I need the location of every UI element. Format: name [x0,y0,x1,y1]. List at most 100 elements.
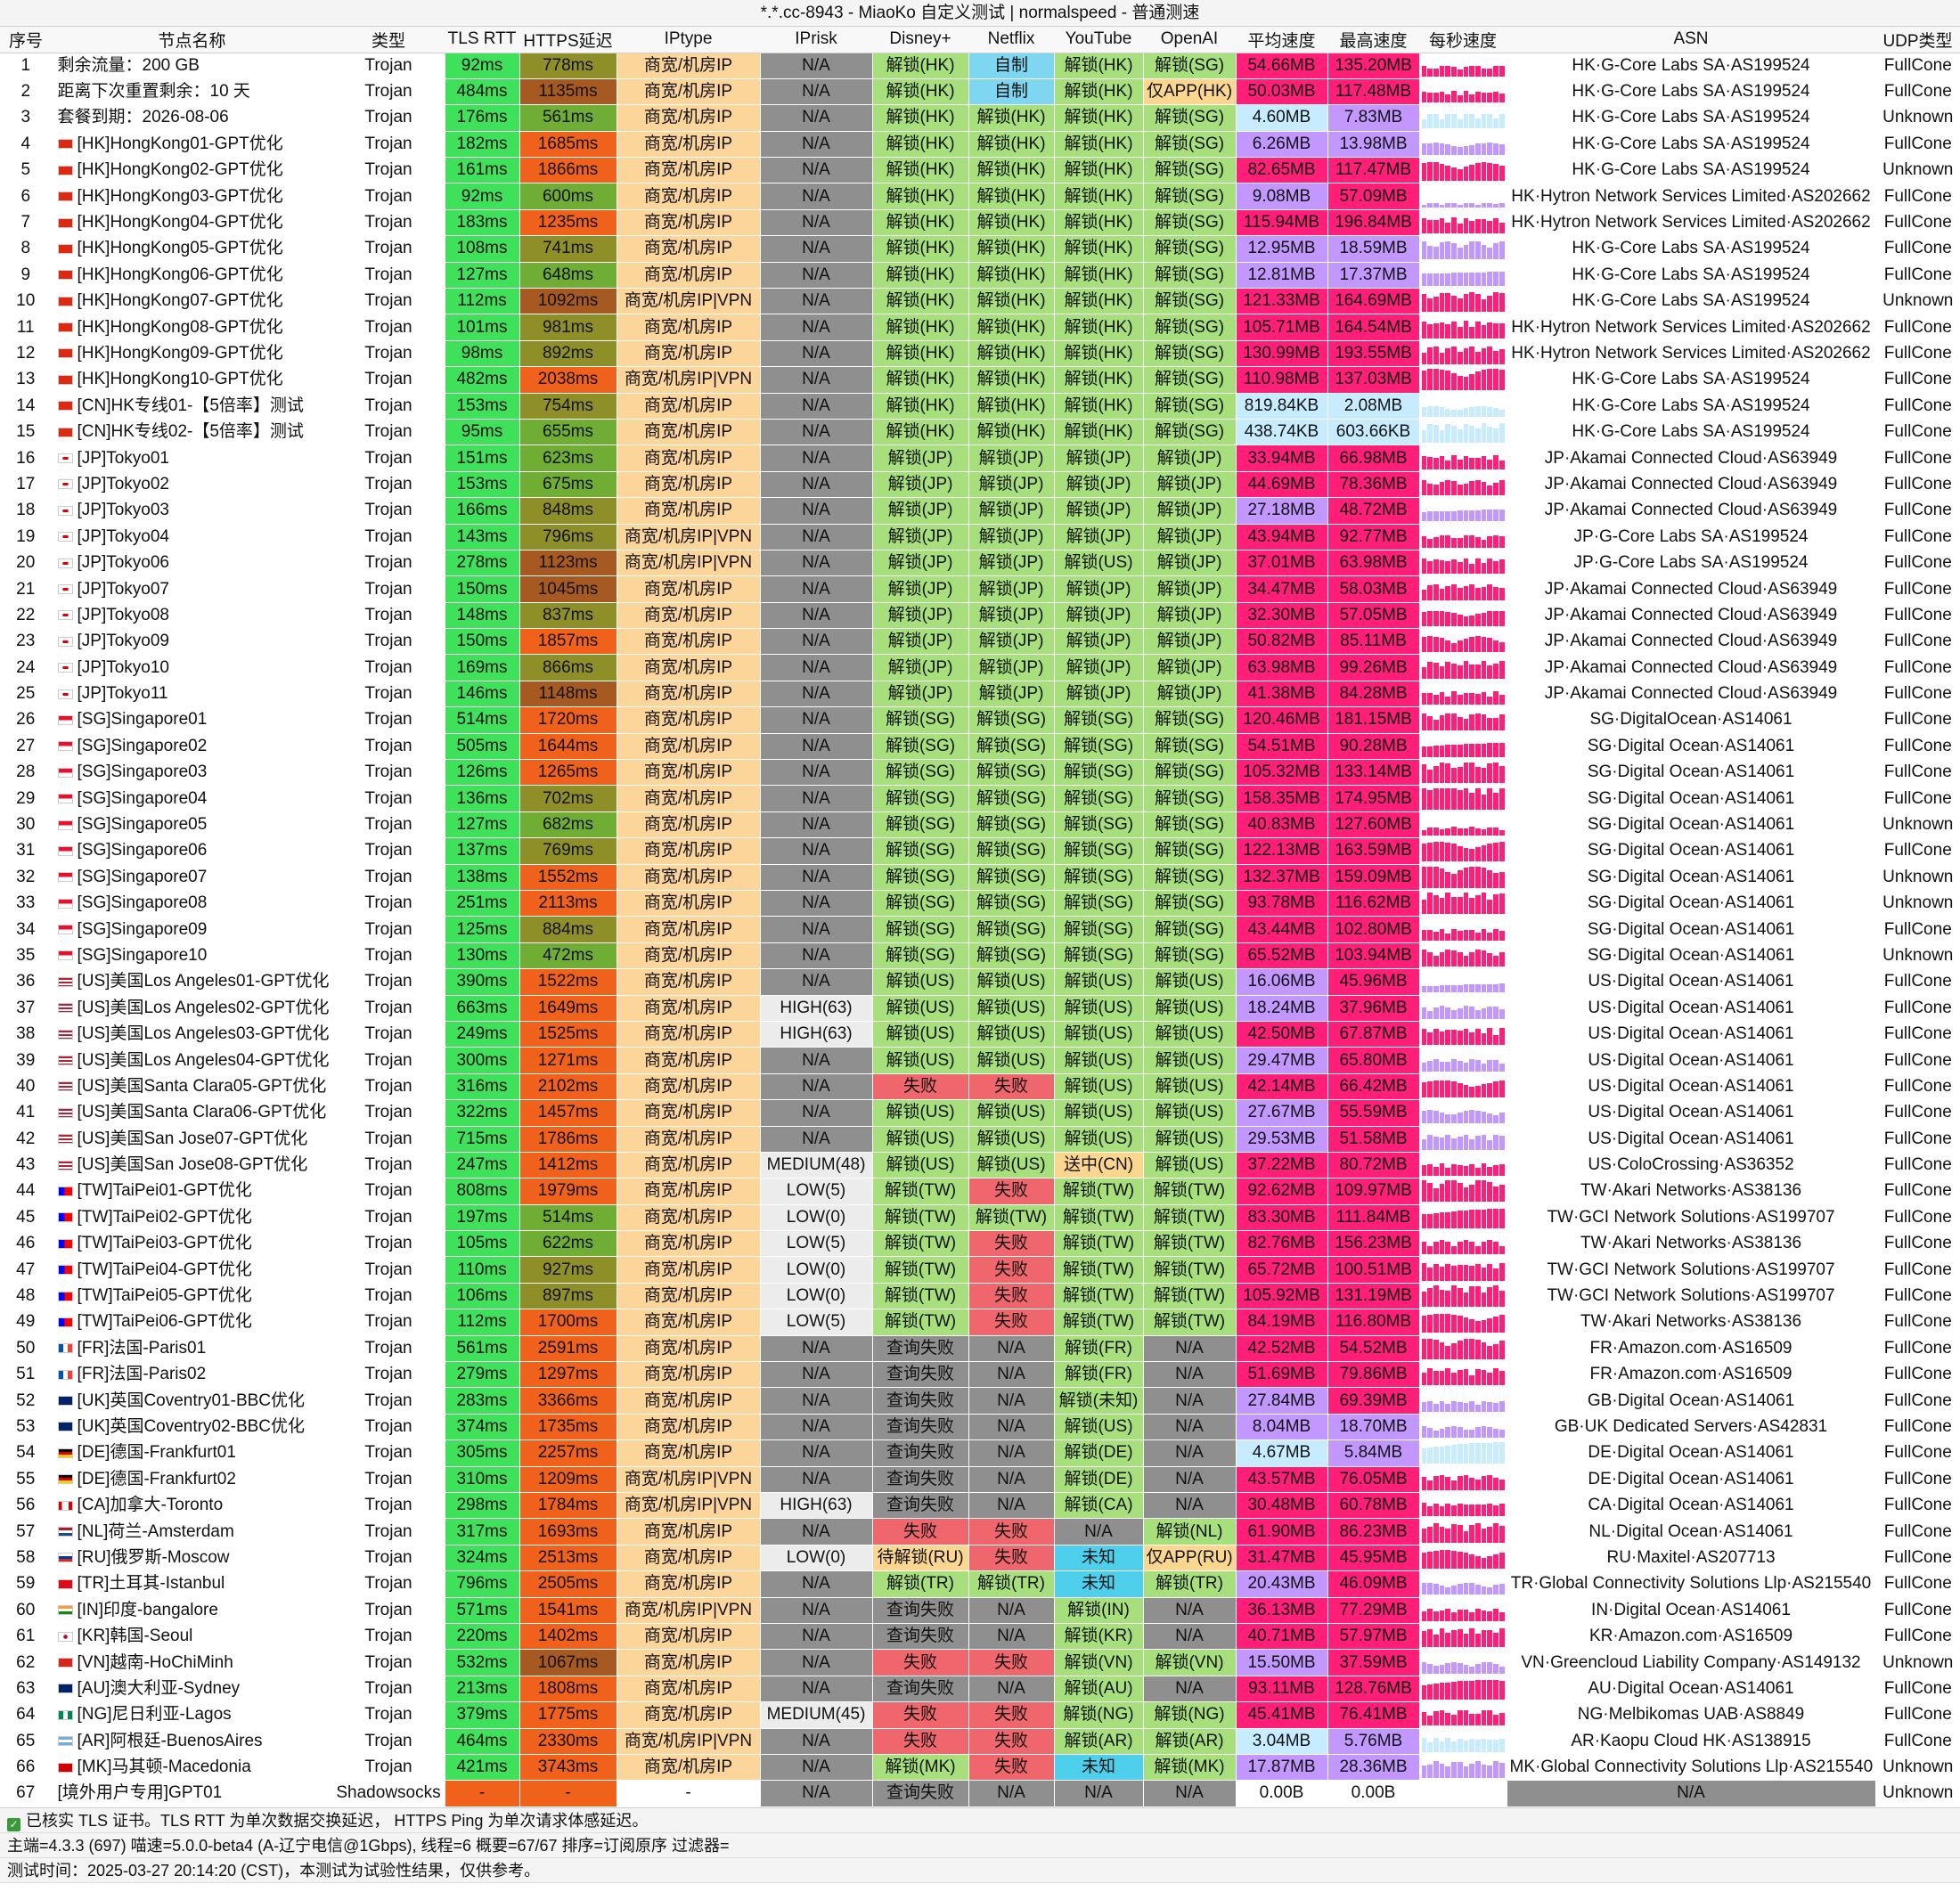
table-row[interactable]: 40 [US]美国Santa Clara05-GPT优化 Trojan 316ms 21… [0,1073,1960,1101]
column-header[interactable]: Disney+ [872,27,968,53]
table-row[interactable]: 44 [TW]TaiPei01-GPT优化 Trojan 808ms 1979ms 商宽/… [0,1178,1960,1205]
ip-type-text: 商宽/机房IP [643,763,733,782]
table-row[interactable]: 6 [HK]HongKong03-GPT优化 Trojan 92ms 600ms 商宽/机… [0,183,1960,210]
table-row[interactable]: 26 [SG]Singapore01 Trojan 514ms 1720ms 商宽/机房I… [0,706,1960,734]
table-row[interactable]: 48 [TW]TaiPei05-GPT优化 Trojan 106ms 897ms 商宽/机… [0,1283,1960,1310]
table-row[interactable]: 36 [US]美国Los Angeles01-GPT优化 Trojan 390ms 15… [0,968,1960,996]
table-row[interactable]: 66 [MK]马其顿-Macedonia Trojan 421ms 3743ms 商宽/机… [0,1754,1960,1782]
table-row[interactable]: 55 [DE]德国-Frankfurt02 Trojan 310ms 1209ms 商宽/… [0,1466,1960,1493]
table-row[interactable]: 22 [JP]Tokyo08 Trojan 148ms 837ms 商宽/机房IP N/A 解… [0,602,1960,630]
column-header[interactable]: 最高速度 [1327,27,1419,53]
netflix-status: 失败 [968,1701,1055,1729]
column-header[interactable]: UDP类型 [1875,27,1960,53]
table-row[interactable]: 33 [SG]Singapore08 Trojan 251ms 2113ms 商宽/机房I… [0,890,1960,917]
table-row[interactable]: 65 [AR]阿根廷-BuenosAires Trojan 464ms 2330ms 商宽… [0,1728,1960,1755]
table-row[interactable]: 17 [JP]Tokyo02 Trojan 153ms 675ms 商宽/机房IP N/A 解… [0,471,1960,499]
openai-status: 解锁(SG) [1143,393,1237,420]
speed-bar [1474,428,1481,444]
table-row[interactable]: 2 距离下次重置剩余：10 天 Trojan 484ms 1135ms 商宽/机房IP N/… [0,78,1960,106]
table-row[interactable]: 20 [JP]Tokyo06 Trojan 278ms 1123ms 商宽/机房IP|VP… [0,550,1960,577]
table-row[interactable]: 12 [HK]HongKong09-GPT优化 Trojan 98ms 892ms 商宽/… [0,340,1960,368]
table-row[interactable]: 34 [SG]Singapore09 Trojan 125ms 884ms 商宽/机房IP… [0,916,1960,943]
table-row[interactable]: 45 [TW]TaiPei02-GPT优化 Trojan 197ms 514ms 商宽/机… [0,1204,1960,1232]
table-row[interactable]: 58 [RU]俄罗斯-Moscow Trojan 324ms 2513ms 商宽/机房IP… [0,1545,1960,1572]
table-row[interactable]: 32 [SG]Singapore07 Trojan 138ms 1552ms 商宽/机房I… [0,864,1960,892]
table-row[interactable]: 46 [TW]TaiPei03-GPT优化 Trojan 105ms 622ms 商宽/机… [0,1230,1960,1258]
table-row[interactable]: 5 [HK]HongKong02-GPT优化 Trojan 161ms 1866ms 商宽… [0,157,1960,184]
table-row[interactable]: 15 [CN]HK专线02-【5倍率】测试 Trojan 95ms 655ms 商宽/机房… [0,419,1960,446]
table-row[interactable]: 10 [HK]HongKong07-GPT优化 Trojan 112ms 1092ms 商… [0,288,1960,315]
speed-bar [1469,984,1474,993]
node-name-text: [HK]HongKong05-GPT优化 [77,239,283,258]
table-row[interactable]: 47 [TW]TaiPei04-GPT优化 Trojan 110ms 927ms 商宽/机… [0,1256,1960,1284]
column-header[interactable]: HTTPS延迟 [519,27,617,53]
table-row[interactable]: 62 [VN]越南-HoChiMinh Trojan 532ms 1067ms 商宽/机房… [0,1649,1960,1676]
table-row[interactable]: 29 [SG]Singapore04 Trojan 136ms 702ms 商宽/机房IP… [0,785,1960,812]
speed-bar [1487,696,1493,705]
column-header[interactable]: 平均速度 [1236,27,1327,53]
table-row[interactable]: 54 [DE]德国-Frankfurt01 Trojan 305ms 2257ms 商宽/… [0,1439,1960,1467]
table-row[interactable]: 18 [JP]Tokyo03 Trojan 166ms 848ms 商宽/机房IP N/A 解… [0,497,1960,525]
table-row[interactable]: 41 [US]美国Santa Clara06-GPT优化 Trojan 322ms 14… [0,1099,1960,1127]
table-row[interactable]: 42 [US]美国San Jose07-GPT优化 Trojan 715ms 1786m… [0,1126,1960,1153]
table-row[interactable]: 30 [SG]Singapore05 Trojan 127ms 682ms 商宽/机房IP… [0,811,1960,839]
table-row[interactable]: 16 [JP]Tokyo01 Trojan 151ms 623ms 商宽/机房IP N/A 解… [0,444,1960,472]
table-row[interactable]: 8 [HK]HongKong05-GPT优化 Trojan 108ms 741ms 商宽/… [0,235,1960,263]
column-header[interactable]: TLS RTT [445,27,519,53]
column-header[interactable]: OpenAI [1143,27,1236,53]
table-row[interactable]: 35 [SG]Singapore10 Trojan 130ms 472ms 商宽/机房IP… [0,942,1960,970]
table-row[interactable]: 64 [NG]尼日利亚-Lagos Trojan 379ms 1775ms 商宽/机房IP… [0,1701,1960,1729]
table-row[interactable]: 23 [JP]Tokyo09 Trojan 150ms 1857ms 商宽/机房IP N/A… [0,628,1960,656]
table-row[interactable]: 67 [境外用户专用]GPT01 Shadowsocks - - - N/A 查询失败 N/A N… [0,1780,1960,1807]
table-row[interactable]: 7 [HK]HongKong04-GPT优化 Trojan 183ms 1235ms 商宽… [0,209,1960,237]
speed-bar [1445,1586,1451,1595]
table-row[interactable]: 24 [JP]Tokyo10 Trojan 169ms 866ms 商宽/机房IP N/A 解… [0,654,1960,681]
table-row[interactable]: 4 [HK]HongKong01-GPT优化 Trojan 182ms 1685ms 商宽… [0,131,1960,159]
column-header[interactable]: YouTube [1054,27,1143,53]
table-row[interactable]: 50 [FR]法国-Paris01 Trojan 561ms 2591ms 商宽/机房IP… [0,1335,1960,1363]
table-row[interactable]: 28 [SG]Singapore03 Trojan 126ms 1265ms 商宽/机房I… [0,759,1960,787]
row-index: 55 [0,1466,53,1493]
column-header[interactable]: IPrisk [760,27,872,53]
table-row[interactable]: 63 [AU]澳大利亚-Sydney Trojan 213ms 1808ms 商宽/机房I… [0,1676,1960,1703]
table-row[interactable]: 1 剩余流量：200 GB Trojan 92ms 778ms 商宽/机房IP N/A 解锁(… [0,53,1960,79]
speed-bar [1487,203,1493,208]
table-row[interactable]: 43 [US]美国San Jose08-GPT优化 Trojan 247ms 1412m… [0,1152,1960,1179]
table-row[interactable]: 49 [TW]TaiPei06-GPT优化 Trojan 112ms 1700ms 商宽/… [0,1309,1960,1336]
table-row[interactable]: 53 [UK]英国Coventry02-BBC优化 Trojan 374ms 1735m… [0,1414,1960,1441]
column-header[interactable]: 序号 [0,27,52,53]
table-row[interactable]: 56 [CA]加拿大-Toronto Trojan 298ms 1784ms 商宽/机房I… [0,1492,1960,1520]
column-header[interactable]: 每秒速度 [1419,27,1507,53]
column-header[interactable]: ASN [1507,27,1875,53]
table-row[interactable]: 38 [US]美国Los Angeles03-GPT优化 Trojan 249ms 15… [0,1021,1960,1048]
table-row[interactable]: 27 [SG]Singapore02 Trojan 505ms 1644ms 商宽/机房I… [0,733,1960,761]
table-row[interactable]: 21 [JP]Tokyo07 Trojan 150ms 1045ms 商宽/机房IP N/A… [0,575,1960,603]
table-row[interactable]: 13 [HK]HongKong10-GPT优化 Trojan 482ms 2038ms 商… [0,366,1960,394]
table-row[interactable]: 39 [US]美国Los Angeles04-GPT优化 Trojan 300ms 12… [0,1047,1960,1074]
column-header[interactable]: Netflix [968,27,1054,53]
table-row[interactable]: 19 [JP]Tokyo04 Trojan 143ms 796ms 商宽/机房IP|VPN… [0,524,1960,550]
table-row[interactable]: 31 [SG]Singapore06 Trojan 137ms 769ms 商宽/机房IP… [0,837,1960,865]
table-row[interactable]: 51 [FR]法国-Paris02 Trojan 279ms 1297ms 商宽/机房IP… [0,1361,1960,1389]
table-row[interactable]: 25 [JP]Tokyo11 Trojan 146ms 1148ms 商宽/机房IP N/A… [0,681,1960,708]
node-type: Trojan [332,1754,445,1782]
table-row[interactable]: 14 [CN]HK专线01-【5倍率】测试 Trojan 153ms 754ms 商宽/机… [0,393,1960,420]
table-row[interactable]: 57 [NL]荷兰-Amsterdam Trojan 317ms 1693ms 商宽/机房… [0,1518,1960,1545]
table-row[interactable]: 9 [HK]HongKong06-GPT优化 Trojan 127ms 648ms 商宽/… [0,262,1960,290]
disney-status-text: 查询失败 [886,1338,954,1358]
table-row[interactable]: 11 [HK]HongKong08-GPT优化 Trojan 101ms 981ms 商宽… [0,314,1960,341]
column-header[interactable]: 类型 [332,27,445,53]
table-row[interactable]: 3 套餐到期：2026-08-06 Trojan 176ms 561ms 商宽/机房IP N… [0,104,1960,132]
node-name-text: [SG]Singapore10 [77,945,208,965]
table-row[interactable]: 61 [KR]韩国-Seoul Trojan 220ms 1402ms 商宽/机房IP N/… [0,1623,1960,1651]
asn-text: SG·Digital Ocean·AS14061 [1587,788,1795,808]
ip-risk: N/A [760,53,873,79]
disney-status: 解锁(JP) [872,550,969,577]
column-header[interactable]: IPtype [617,27,760,53]
table-row[interactable]: 37 [US]美国Los Angeles02-GPT优化 Trojan 663ms 16… [0,995,1960,1022]
table-row[interactable]: 60 [IN]印度-bangalore Trojan 571ms 1541ms 商宽/机房… [0,1597,1960,1624]
table-row[interactable]: 52 [UK]英国Coventry01-BBC优化 Trojan 283ms 3366m… [0,1387,1960,1415]
column-header[interactable]: 节点名称 [52,27,332,53]
table-row[interactable]: 59 [TR]土耳其-Istanbul Trojan 796ms 2505ms 商宽/机房… [0,1570,1960,1598]
per-second-speed-chart [1419,1335,1507,1363]
